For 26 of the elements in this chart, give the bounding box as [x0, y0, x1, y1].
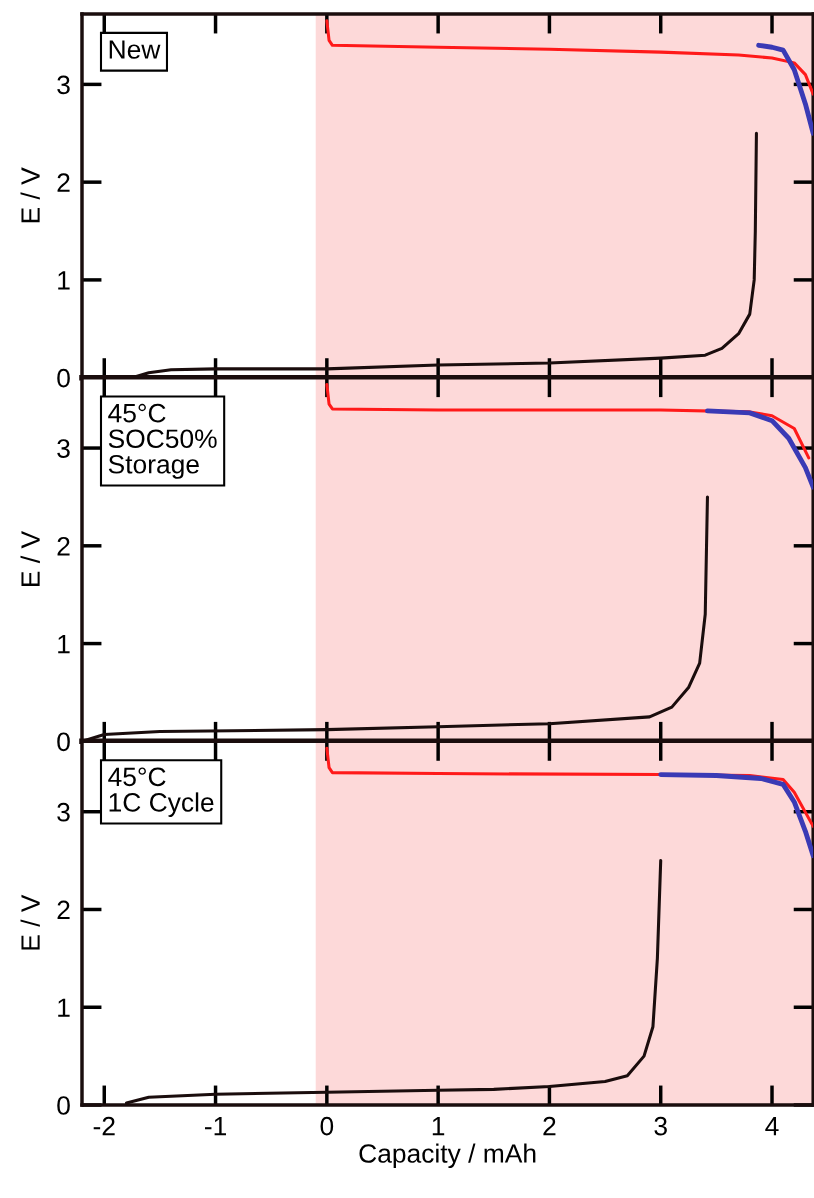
y-axis-title: E / V	[20, 167, 40, 223]
annotation: 45°C SOC50% Storage	[108, 403, 217, 479]
annotation: 45°C 1C Cycle	[108, 767, 214, 817]
y-tick-label: 2	[57, 173, 70, 192]
y-tick-label: 1	[58, 998, 70, 1017]
annotation: New	[109, 40, 161, 59]
y-tick-label: 0	[57, 732, 70, 752]
y-axis-title: E / V	[20, 531, 40, 586]
x-tick-label: 2	[543, 1116, 556, 1136]
x-tick-label: 0	[320, 1116, 334, 1136]
x-tick-label: 4	[765, 1117, 779, 1136]
y-tick-label: 3	[57, 802, 70, 822]
y-tick-label: 1	[58, 271, 70, 290]
y-tick-label: 2	[57, 536, 70, 556]
y-axis-title: E / V	[20, 894, 40, 950]
x-axis-title: Capacity / mAh	[359, 1143, 536, 1169]
y-tick-label: 1	[58, 634, 70, 654]
y-tick-label: 2	[57, 900, 70, 920]
y-tick-label: 0	[57, 368, 70, 388]
y-tick-label: 3	[57, 439, 70, 458]
x-tick-label: 1	[432, 1117, 445, 1136]
x-tick-label: -2	[93, 1116, 115, 1136]
y-tick-label: 3	[57, 75, 70, 95]
y-tick-label: 0	[57, 1096, 70, 1115]
x-tick-label: 3	[654, 1116, 667, 1136]
x-tick-label: -1	[204, 1117, 226, 1136]
